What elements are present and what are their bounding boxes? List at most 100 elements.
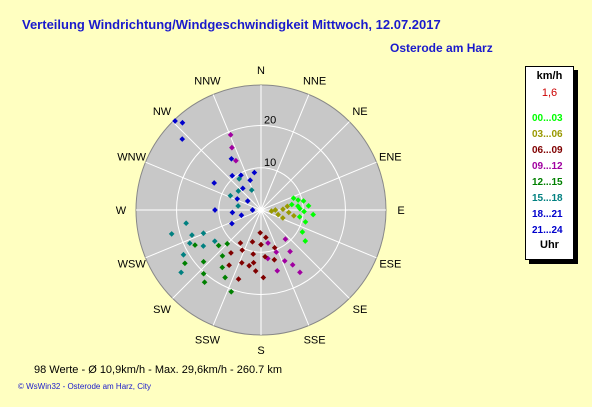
data-point-42 — [285, 209, 292, 216]
direction-label-wsw: WSW — [118, 259, 147, 271]
data-point-24 — [282, 236, 289, 242]
ring-label-20: 20 — [264, 115, 276, 127]
direction-label-wnw: WNW — [117, 151, 146, 163]
direction-label-sw: SW — [153, 304, 171, 316]
data-point-75 — [215, 242, 222, 249]
data-point-45 — [275, 211, 281, 218]
data-point-16 — [249, 207, 256, 213]
data-point-41 — [295, 203, 301, 209]
data-point-14 — [239, 185, 246, 192]
spoke-sse — [260, 209, 310, 326]
legend-item-21-24: 21...24 — [532, 225, 563, 236]
direction-label-ne: NE — [352, 106, 367, 118]
data-point-51 — [258, 241, 264, 248]
spoke-nw — [172, 121, 262, 211]
data-point-12 — [229, 220, 235, 227]
data-point-33 — [295, 197, 301, 203]
direction-label-ese: ESE — [379, 259, 401, 271]
legend-max-value: 1,6 — [541, 87, 558, 99]
data-point-17 — [227, 131, 234, 138]
direction-label-n: N — [257, 65, 265, 77]
ring-label-10: 10 — [264, 157, 276, 169]
data-point-20 — [289, 262, 296, 268]
data-point-39 — [301, 208, 307, 215]
data-point-15 — [244, 198, 251, 204]
data-point-72 — [200, 270, 207, 277]
spoke-nne — [260, 94, 310, 211]
data-point-56 — [239, 247, 246, 254]
data-point-87 — [227, 192, 234, 199]
station-name: Osterode am Harz — [390, 41, 493, 55]
data-point-43 — [284, 203, 291, 210]
data-point-8 — [211, 180, 218, 186]
data-point-80 — [186, 240, 193, 247]
data-point-37 — [290, 195, 297, 201]
data-point-29 — [310, 211, 316, 218]
data-point-73 — [222, 274, 228, 281]
data-point-53 — [238, 259, 245, 266]
data-point-38 — [296, 213, 303, 220]
legend-item-03-06: 03...06 — [532, 129, 563, 140]
data-point-91 — [183, 220, 189, 227]
spoke-se — [260, 209, 350, 299]
spoke-wnw — [145, 161, 262, 211]
data-point-6 — [229, 172, 236, 179]
data-point-30 — [305, 203, 312, 209]
direction-label-nw: NW — [153, 106, 172, 118]
data-point-4 — [172, 118, 178, 124]
data-point-76 — [224, 240, 231, 247]
data-point-77 — [201, 279, 208, 286]
legend-item-00-03: 00...03 — [532, 113, 563, 124]
data-point-34 — [302, 238, 309, 244]
data-point-68 — [219, 253, 226, 259]
data-point-88 — [235, 188, 242, 194]
legend-footer: Uhr — [540, 239, 559, 251]
data-point-27 — [287, 248, 293, 255]
data-point-9 — [234, 196, 241, 202]
data-point-0 — [251, 169, 258, 176]
direction-label-ssw: SSW — [195, 334, 221, 346]
data-point-61 — [250, 259, 257, 266]
data-point-10 — [212, 207, 218, 213]
data-point-86 — [235, 203, 241, 209]
spoke-ene — [260, 161, 377, 211]
data-point-48 — [279, 215, 286, 221]
legend-item-18-21: 18...21 — [532, 209, 563, 220]
data-point-74 — [228, 288, 235, 295]
data-point-19 — [233, 157, 239, 164]
data-point-89 — [236, 176, 243, 182]
data-point-65 — [257, 229, 264, 236]
data-point-49 — [268, 208, 275, 214]
data-point-44 — [280, 206, 286, 213]
data-point-22 — [273, 249, 280, 255]
spoke-ne — [260, 121, 350, 211]
legend: km/h 1,6 00...03 03...06 06...09 09...12… — [525, 66, 574, 260]
data-point-40 — [302, 219, 309, 225]
direction-label-nne: NNE — [303, 76, 326, 88]
credit-line: © WsWin32 - Osterode am Harz, City — [18, 382, 152, 391]
legend-item-12-15: 12...15 — [532, 177, 563, 188]
spoke-sw — [172, 209, 262, 299]
chart-title: Verteilung Windrichtung/Windgeschwindigk… — [22, 17, 441, 32]
data-point-82 — [200, 243, 207, 249]
data-point-83 — [178, 269, 184, 276]
data-point-71 — [182, 260, 188, 267]
direction-label-nnw: NNW — [194, 76, 221, 88]
data-point-46 — [291, 212, 297, 219]
data-point-36 — [288, 201, 295, 208]
data-point-58 — [263, 234, 269, 241]
data-point-81 — [189, 232, 195, 238]
data-point-11 — [229, 209, 236, 216]
data-point-59 — [271, 244, 278, 251]
direction-label-s: S — [257, 345, 264, 357]
data-point-92 — [211, 238, 218, 244]
direction-label-se: SE — [353, 304, 368, 316]
data-point-67 — [271, 256, 278, 263]
data-point-21 — [281, 258, 288, 264]
data-point-7 — [228, 155, 235, 162]
spoke-ssw — [212, 209, 262, 326]
data-point-54 — [252, 268, 259, 274]
legend-item-09-12: 09...12 — [532, 161, 563, 172]
data-point-3 — [179, 119, 186, 126]
